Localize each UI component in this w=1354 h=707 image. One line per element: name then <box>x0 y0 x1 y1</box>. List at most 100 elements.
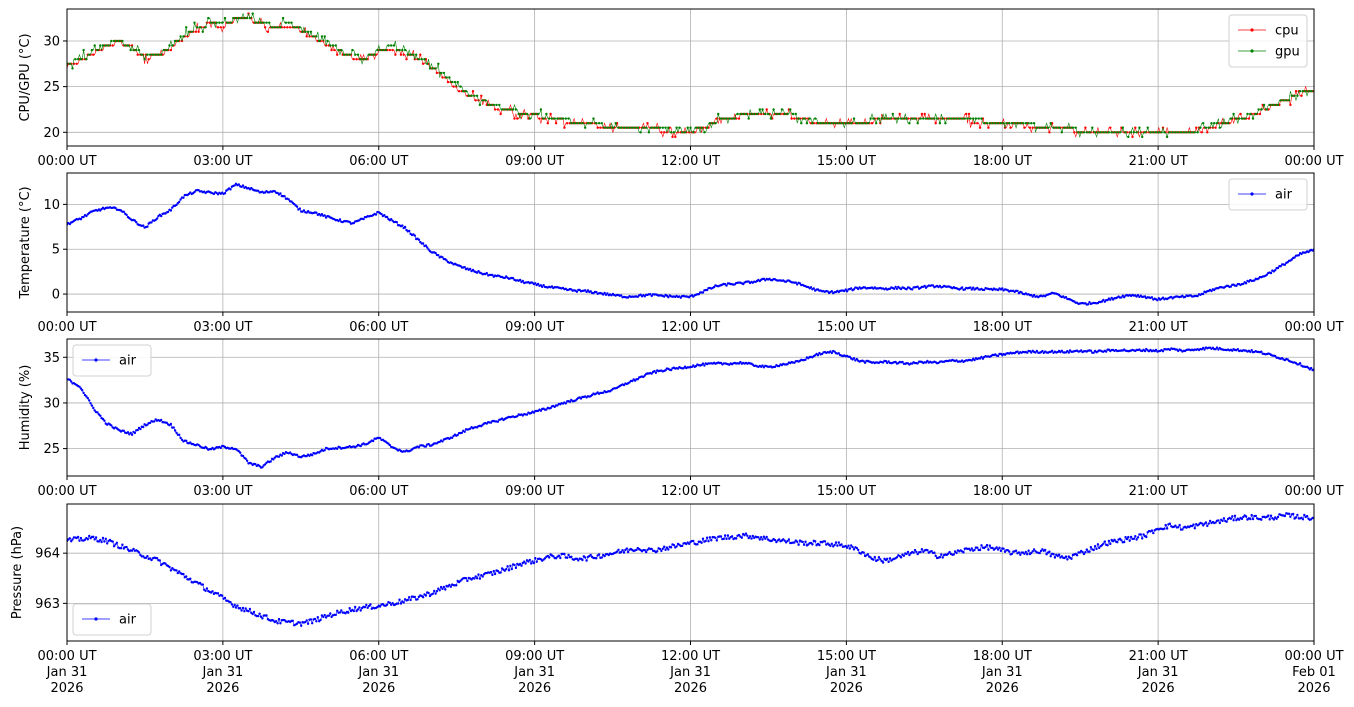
data-point <box>1171 131 1174 134</box>
data-point <box>744 112 748 116</box>
data-point <box>1041 349 1044 353</box>
data-point <box>406 598 409 602</box>
data-point <box>934 554 937 558</box>
data-point <box>104 44 108 47</box>
data-point <box>312 35 315 38</box>
data-point <box>79 536 83 540</box>
data-point <box>223 596 227 600</box>
data-point <box>229 21 232 24</box>
data-point <box>568 400 572 403</box>
data-point <box>1031 550 1034 553</box>
x-tick-label: 12:00 UT <box>661 320 720 335</box>
data-point <box>434 67 437 70</box>
data-point <box>367 53 371 56</box>
data-point <box>1296 513 1299 517</box>
data-point <box>622 551 626 554</box>
data-point <box>516 415 519 418</box>
data-point <box>309 30 313 33</box>
data-point <box>862 551 865 554</box>
data-point <box>462 90 465 93</box>
data-point <box>71 67 74 70</box>
data-point <box>1161 350 1165 353</box>
data-point <box>816 354 820 357</box>
data-point <box>998 546 1001 549</box>
data-point <box>516 117 519 120</box>
data-point <box>575 122 579 125</box>
x-tick-label: 18:00 UT <box>973 154 1032 169</box>
data-point <box>617 548 620 551</box>
data-point <box>409 598 412 602</box>
data-point <box>855 357 858 361</box>
data-point <box>1136 536 1140 539</box>
data-point <box>969 286 972 289</box>
data-point <box>96 48 99 52</box>
data-point <box>421 596 425 599</box>
data-point <box>567 553 570 557</box>
y-axis-label: Humidity (%) <box>18 365 33 451</box>
data-point <box>793 541 796 544</box>
data-point <box>1091 126 1094 129</box>
data-point <box>1038 551 1041 555</box>
data-point <box>1030 351 1033 354</box>
data-point <box>636 126 639 129</box>
data-point <box>399 53 403 56</box>
data-point <box>401 48 404 52</box>
data-point <box>348 607 351 610</box>
data-point <box>511 108 515 111</box>
data-point <box>251 612 254 616</box>
data-point <box>714 536 717 539</box>
data-point <box>681 131 684 134</box>
data-point <box>1129 131 1133 134</box>
data-point <box>1049 555 1052 558</box>
data-point <box>827 122 831 125</box>
data-point <box>1057 553 1061 556</box>
data-point <box>252 610 256 614</box>
data-point <box>1310 90 1313 93</box>
data-point <box>1087 303 1090 306</box>
data-point <box>940 553 943 556</box>
data-point <box>169 48 173 52</box>
data-point <box>809 286 813 289</box>
data-point <box>261 617 264 620</box>
data-point <box>1143 349 1147 353</box>
data-point <box>1124 536 1127 539</box>
data-point <box>257 189 260 192</box>
data-point <box>75 62 78 65</box>
data-point <box>581 122 584 125</box>
data-point <box>169 569 173 572</box>
data-point <box>85 58 88 61</box>
data-point <box>1032 122 1036 125</box>
data-point <box>372 439 375 443</box>
data-point <box>930 117 933 120</box>
series-markers <box>67 12 1314 139</box>
data-point <box>631 126 634 129</box>
data-point <box>273 190 276 193</box>
data-point <box>259 21 263 24</box>
data-point <box>221 594 224 597</box>
data-point <box>836 122 839 125</box>
data-point <box>564 402 567 405</box>
data-point <box>473 577 476 580</box>
data-point <box>1085 548 1089 551</box>
data-point <box>151 53 155 56</box>
data-point <box>532 561 536 565</box>
x-tick-label: 06:00 UT <box>349 320 408 335</box>
data-point <box>1181 294 1184 297</box>
data-point <box>103 419 106 422</box>
data-point <box>764 537 767 540</box>
legend-label: air <box>119 613 137 628</box>
data-point <box>477 573 480 576</box>
data-point <box>534 557 537 560</box>
data-point <box>1124 131 1127 134</box>
data-point <box>471 90 475 93</box>
data-point <box>1031 295 1034 298</box>
data-point <box>236 604 239 607</box>
data-point <box>315 211 318 214</box>
data-point <box>762 535 766 538</box>
data-point <box>178 200 181 204</box>
data-point <box>309 618 313 621</box>
data-point <box>744 532 748 535</box>
data-point <box>1193 131 1197 134</box>
data-point <box>1008 122 1011 125</box>
